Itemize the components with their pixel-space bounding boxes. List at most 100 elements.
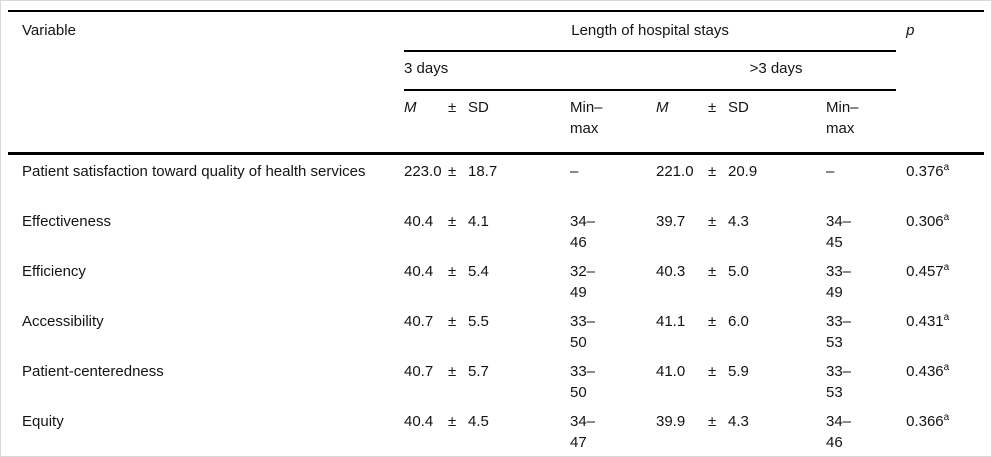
cell-mean-gt3days: 40.3 xyxy=(656,263,686,280)
cell-minmax-gt3days-value: 34–46 xyxy=(826,413,852,451)
cell-sd-3days: 5.7 xyxy=(468,363,489,380)
cell-variable: Accessibility xyxy=(22,313,104,330)
cell-sd-3days: 5.4 xyxy=(468,263,489,280)
cell-variable: Equity xyxy=(22,413,64,430)
cell-sd-gt3days: 5.9 xyxy=(728,363,749,380)
cell-minmax-gt3days: 16–24 xyxy=(826,455,897,456)
subheader-plusminus-gt3days: ± xyxy=(708,90,728,155)
cell-sd-3days: 4.5 xyxy=(468,413,489,430)
table-row: Patient-centeredness 40.7 ±5.7 33–50 41.0 ±5.… xyxy=(8,355,984,405)
table-row: Efficiency 40.4 ±5.4 32–49 40.3 ±5.0 33–49 0.45… xyxy=(8,255,984,305)
cell-mean-gt3days: 39.7 xyxy=(656,213,686,230)
cell-plusminus-gt3days: ± xyxy=(708,413,717,430)
cell-minmax-gt3days: 33–53 xyxy=(826,355,896,405)
cell-plusminus-3days: ± xyxy=(448,363,457,380)
cell-sd-gt3days: 4.3 xyxy=(728,213,749,230)
group-header-3days: 3 days xyxy=(404,51,656,91)
cell-p-value: 0.306a xyxy=(906,212,950,231)
cell-plusminus-3days: ± xyxy=(448,313,457,330)
col-spanner-length-of-hospital-stays: Length of hospital stays xyxy=(404,10,897,52)
cell-minmax-3days-value: 33–50 xyxy=(570,313,596,351)
table-row: Equity 40.4 ±4.5 34–47 39.9 ±4.3 34–46 0.366a xyxy=(8,405,984,455)
cell-minmax-3days: 32–49 xyxy=(570,255,656,305)
table-body: Patient satisfaction toward quality of h… xyxy=(8,154,985,456)
cell-plusminus-gt3days: ± xyxy=(708,363,717,380)
cell-variable: Effectiveness xyxy=(22,213,111,230)
cell-plusminus-gt3days: ± xyxy=(708,313,717,330)
cell-mean-3days: 40.4 xyxy=(404,263,434,280)
table-row: Safety20.4±2.616–2419.1±2.516–240.066a xyxy=(8,455,985,456)
stats-table: Variable Length of hospital stays p 3 da… xyxy=(8,10,985,456)
cell-variable: Safety xyxy=(8,455,404,456)
header-row-groups: 3 days >3 days xyxy=(8,51,984,91)
cell-variable: Patient-centeredness xyxy=(22,363,164,380)
cell-sd-gt3days: 20.9 xyxy=(728,163,758,180)
cell-variable: Patient satisfaction toward quality of h… xyxy=(22,163,366,180)
cell-variable: Efficiency xyxy=(22,263,86,280)
subheader-minmax-3days: Min–max xyxy=(570,90,656,155)
cell-mean-3days: 223.0 xyxy=(404,163,442,180)
cell-sd-3days: 5.5 xyxy=(468,313,489,330)
col-header-p: p xyxy=(896,10,985,155)
cell-mean-3days: 40.4 xyxy=(404,413,434,430)
group-header-gt3days: >3 days xyxy=(656,51,897,91)
p-value-footnote-marker: a xyxy=(943,312,950,323)
cell-minmax-3days-value: 33–50 xyxy=(570,363,596,401)
subheader-minmax-gt3days: Min–max xyxy=(826,90,897,155)
subheader-mean-3days: M xyxy=(404,90,448,155)
cell-sd-gt3days: 4.3 xyxy=(728,413,749,430)
subheader-plusminus-3days: ± xyxy=(448,90,468,155)
subheader-minmax-gt3days-label: Min–max xyxy=(826,99,859,137)
col-header-variable: Variable xyxy=(8,10,404,155)
p-value-footnote-marker: a xyxy=(943,362,950,373)
cell-mean-gt3days: 41.0 xyxy=(656,363,686,380)
cell-minmax-gt3days-value: 34–45 xyxy=(826,213,852,251)
cell-mean-3days: 40.7 xyxy=(404,363,434,380)
cell-minmax-gt3days-value: 33–53 xyxy=(826,313,852,351)
cell-minmax-gt3days: 34–46 xyxy=(826,405,896,455)
p-value-footnote-marker: a xyxy=(943,412,950,423)
cell-minmax-gt3days: – xyxy=(826,154,896,206)
cell-minmax-3days: 34–47 xyxy=(570,405,656,455)
cell-p-value: 0.436a xyxy=(906,362,950,381)
cell-plusminus-gt3days: ± xyxy=(708,163,717,180)
cell-plusminus-3days: ± xyxy=(448,263,457,280)
table-row: Patient satisfaction toward quality of h… xyxy=(8,154,984,206)
cell-minmax-3days-value: 34–47 xyxy=(570,413,596,451)
cell-plusminus-3days: ± xyxy=(448,455,468,456)
cell-p-value: 0.366a xyxy=(906,412,950,431)
cell-mean-3days: 40.4 xyxy=(404,213,434,230)
cell-plusminus-3days: ± xyxy=(448,413,457,430)
cell-minmax-gt3days: 34–45 xyxy=(826,205,896,255)
cell-minmax-gt3days-value: – xyxy=(826,163,835,180)
cell-minmax-3days-value: 34–46 xyxy=(570,213,596,251)
cell-mean-3days: 40.7 xyxy=(404,313,434,330)
table-row: Effectiveness 40.4 ±4.1 34–46 39.7 ±4.3 34–45 0… xyxy=(8,205,984,255)
cell-sd-gt3days: 6.0 xyxy=(728,313,749,330)
cell-mean-gt3days: 221.0 xyxy=(656,163,694,180)
subheader-sd-gt3days: SD xyxy=(728,90,826,155)
cell-sd-3days: 2.6 xyxy=(468,455,570,456)
cell-mean-gt3days: 39.9 xyxy=(656,413,686,430)
cell-sd-gt3days: 5.0 xyxy=(728,263,749,280)
cell-plusminus-gt3days: ± xyxy=(708,455,728,456)
cell-minmax-3days: 34–46 xyxy=(570,205,656,255)
cell-minmax-gt3days: 33–49 xyxy=(826,255,896,305)
cell-minmax-3days: 33–50 xyxy=(570,355,656,405)
cell-plusminus-gt3days: ± xyxy=(708,213,717,230)
cell-minmax-3days: – xyxy=(570,154,656,206)
subheader-minmax-3days-label: Min–max xyxy=(570,99,603,137)
cell-minmax-gt3days: 33–53 xyxy=(826,305,896,355)
header-row-title: Variable Length of hospital stays p xyxy=(8,10,985,155)
cell-minmax-3days: 33–50 xyxy=(570,305,656,355)
cell-mean-gt3days: 41.1 xyxy=(656,313,686,330)
p-value-footnote-marker: a xyxy=(943,262,950,273)
cell-plusminus-3days: ± xyxy=(448,163,457,180)
header-row-stats: M ± SD Min–max M ± SD Min–max xyxy=(8,90,984,155)
p-value-footnote-marker: a xyxy=(943,212,950,223)
cell-minmax-3days-value: – xyxy=(570,163,579,180)
subheader-sd-3days: SD xyxy=(468,90,570,155)
table-row: Accessibility 40.7 ±5.5 33–50 41.1 ±6.0 33–53 0… xyxy=(8,305,984,355)
cell-sd-gt3days: 2.5 xyxy=(728,455,826,456)
